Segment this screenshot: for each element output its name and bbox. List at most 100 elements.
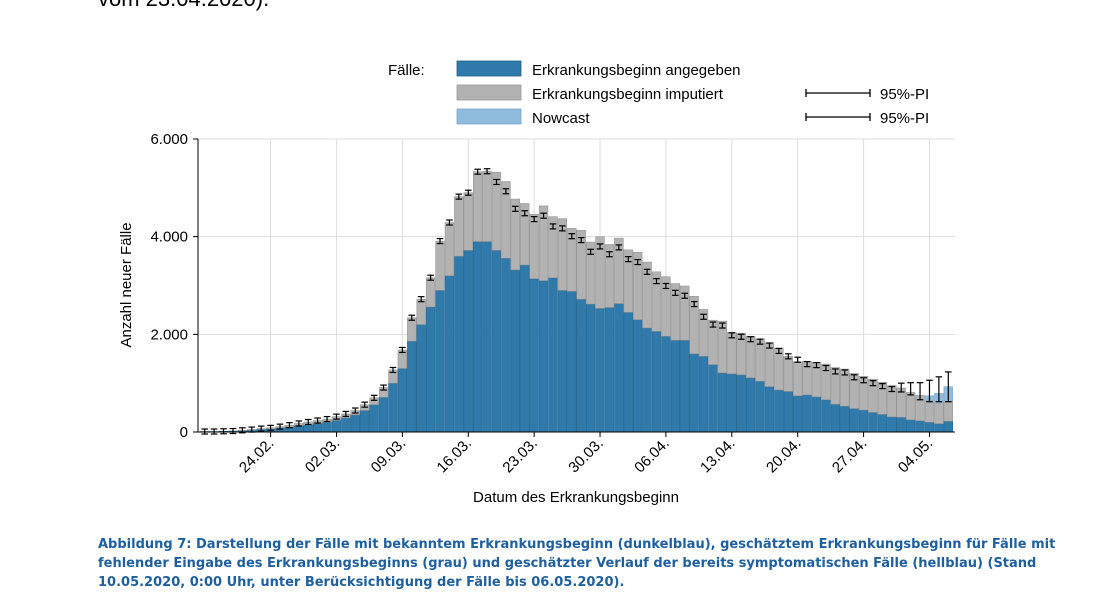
x-axis-label: Datum des Erkrankungsbeginn <box>473 489 679 506</box>
bar-imputed <box>764 342 775 387</box>
bar-known <box>369 404 379 433</box>
pi-errorbar <box>276 423 284 430</box>
x-tick-label: 24.02. <box>236 435 278 477</box>
bar-imputed <box>623 249 633 313</box>
bar-known <box>661 336 671 433</box>
bar-known <box>877 414 888 433</box>
pi-errorbar <box>549 223 557 230</box>
bar-known <box>604 307 615 433</box>
pi-errorbar <box>493 178 500 186</box>
legend-swatch-known <box>456 60 522 77</box>
bar-known <box>736 374 746 433</box>
bar-imputed <box>943 400 953 422</box>
pi-errorbar <box>907 382 914 396</box>
pi-errorbar <box>841 369 849 376</box>
bar-known <box>557 290 568 433</box>
legend-pi-label-1: 95%-PI <box>880 86 929 103</box>
x-tick-label: 20.04. <box>763 435 805 477</box>
pi-errorbar <box>502 188 510 195</box>
pi-errorbar <box>512 205 519 212</box>
bar-imputed <box>924 400 935 423</box>
bar-imputed <box>858 376 869 411</box>
pi-errorbar <box>229 427 237 435</box>
bar-known <box>915 420 925 433</box>
pi-errorbar <box>408 314 416 321</box>
bar-imputed <box>661 276 671 337</box>
pi-errorbar <box>587 248 594 255</box>
bar-known <box>745 377 756 433</box>
bar-known <box>473 241 483 433</box>
bar-imputed <box>642 261 652 329</box>
bar-known <box>934 423 944 433</box>
bar-known <box>680 339 690 433</box>
bar-known <box>905 419 916 433</box>
preceding-text: vom 23.04.2020). <box>98 0 269 12</box>
pi-errorbar <box>314 417 321 424</box>
bar-known <box>623 312 633 433</box>
bar-imputed <box>849 373 859 409</box>
bar-imputed <box>548 216 558 278</box>
bar-imputed <box>774 347 784 391</box>
bar-imputed <box>463 192 473 251</box>
bar-imputed <box>755 338 765 382</box>
bar-known <box>849 408 859 433</box>
bar-known <box>491 250 502 433</box>
bar-imputed <box>783 356 793 392</box>
bar-imputed <box>745 336 756 379</box>
bar-imputed <box>698 309 709 357</box>
y-axis-label: Anzahl neuer Fälle <box>118 222 135 347</box>
pi-errorbar <box>737 333 745 340</box>
bar-known <box>529 278 539 433</box>
bar-imputed <box>680 285 690 341</box>
bar-known <box>793 395 803 433</box>
bar-known <box>924 421 935 433</box>
bar-imputed <box>708 319 718 365</box>
pi-errorbar <box>455 193 463 200</box>
bar-known <box>548 277 558 433</box>
legend-swatch-imputed <box>456 84 522 101</box>
pi-errorbar <box>267 424 274 431</box>
pi-errorbar <box>879 382 886 390</box>
bar-imputed <box>444 222 455 276</box>
bar-known <box>821 399 831 433</box>
legend-label-known: Erkrankungsbeginn angegeben <box>532 62 741 79</box>
bar-imputed <box>576 230 586 300</box>
bar-imputed <box>520 203 530 266</box>
pi-errorbar <box>521 210 529 217</box>
bar-known <box>435 290 445 433</box>
bar-known <box>444 275 455 433</box>
y-tick-label: 0 <box>180 424 188 441</box>
bar-known <box>416 324 426 433</box>
bar-known <box>811 396 822 433</box>
bar-imputed <box>689 295 699 355</box>
error-bars <box>201 168 952 435</box>
bar-known <box>887 416 897 433</box>
x-tick-label: 09.03. <box>368 435 410 477</box>
bar-imputed <box>727 332 737 375</box>
bar-imputed <box>473 171 483 242</box>
pi-errorbar <box>370 394 378 401</box>
bar-known <box>397 368 408 433</box>
legend: Fälle: Erkrankungsbeginn angegeben Erkra… <box>388 60 929 127</box>
pi-errorbar <box>766 342 773 349</box>
pi-errorbar <box>850 374 858 381</box>
legend-title: Fälle: <box>388 62 425 79</box>
bar-imputed <box>651 271 662 332</box>
bar-known <box>689 353 699 433</box>
bar-known <box>407 340 417 433</box>
pi-errorbar <box>304 418 312 426</box>
pi-errorbar <box>615 244 623 251</box>
pi-errorbar <box>709 321 717 328</box>
pi-errorbar <box>681 292 689 299</box>
pi-errorbar <box>634 258 641 266</box>
x-ticks: 24.02. 02.03. 09.03. 16.03. 23.03. 30.03. 06.0… <box>236 432 936 476</box>
figure-caption: Abbildung 7: Darstellung der Fälle mit b… <box>98 537 1056 590</box>
bar-known <box>614 303 624 433</box>
bar-imputed <box>510 198 520 271</box>
pi-errorbar <box>380 384 387 391</box>
bar-known <box>783 391 793 433</box>
pi-errorbar <box>474 168 481 175</box>
pi-errorbar <box>352 407 359 414</box>
pi-errorbar <box>389 366 397 374</box>
bar-known <box>840 405 850 433</box>
